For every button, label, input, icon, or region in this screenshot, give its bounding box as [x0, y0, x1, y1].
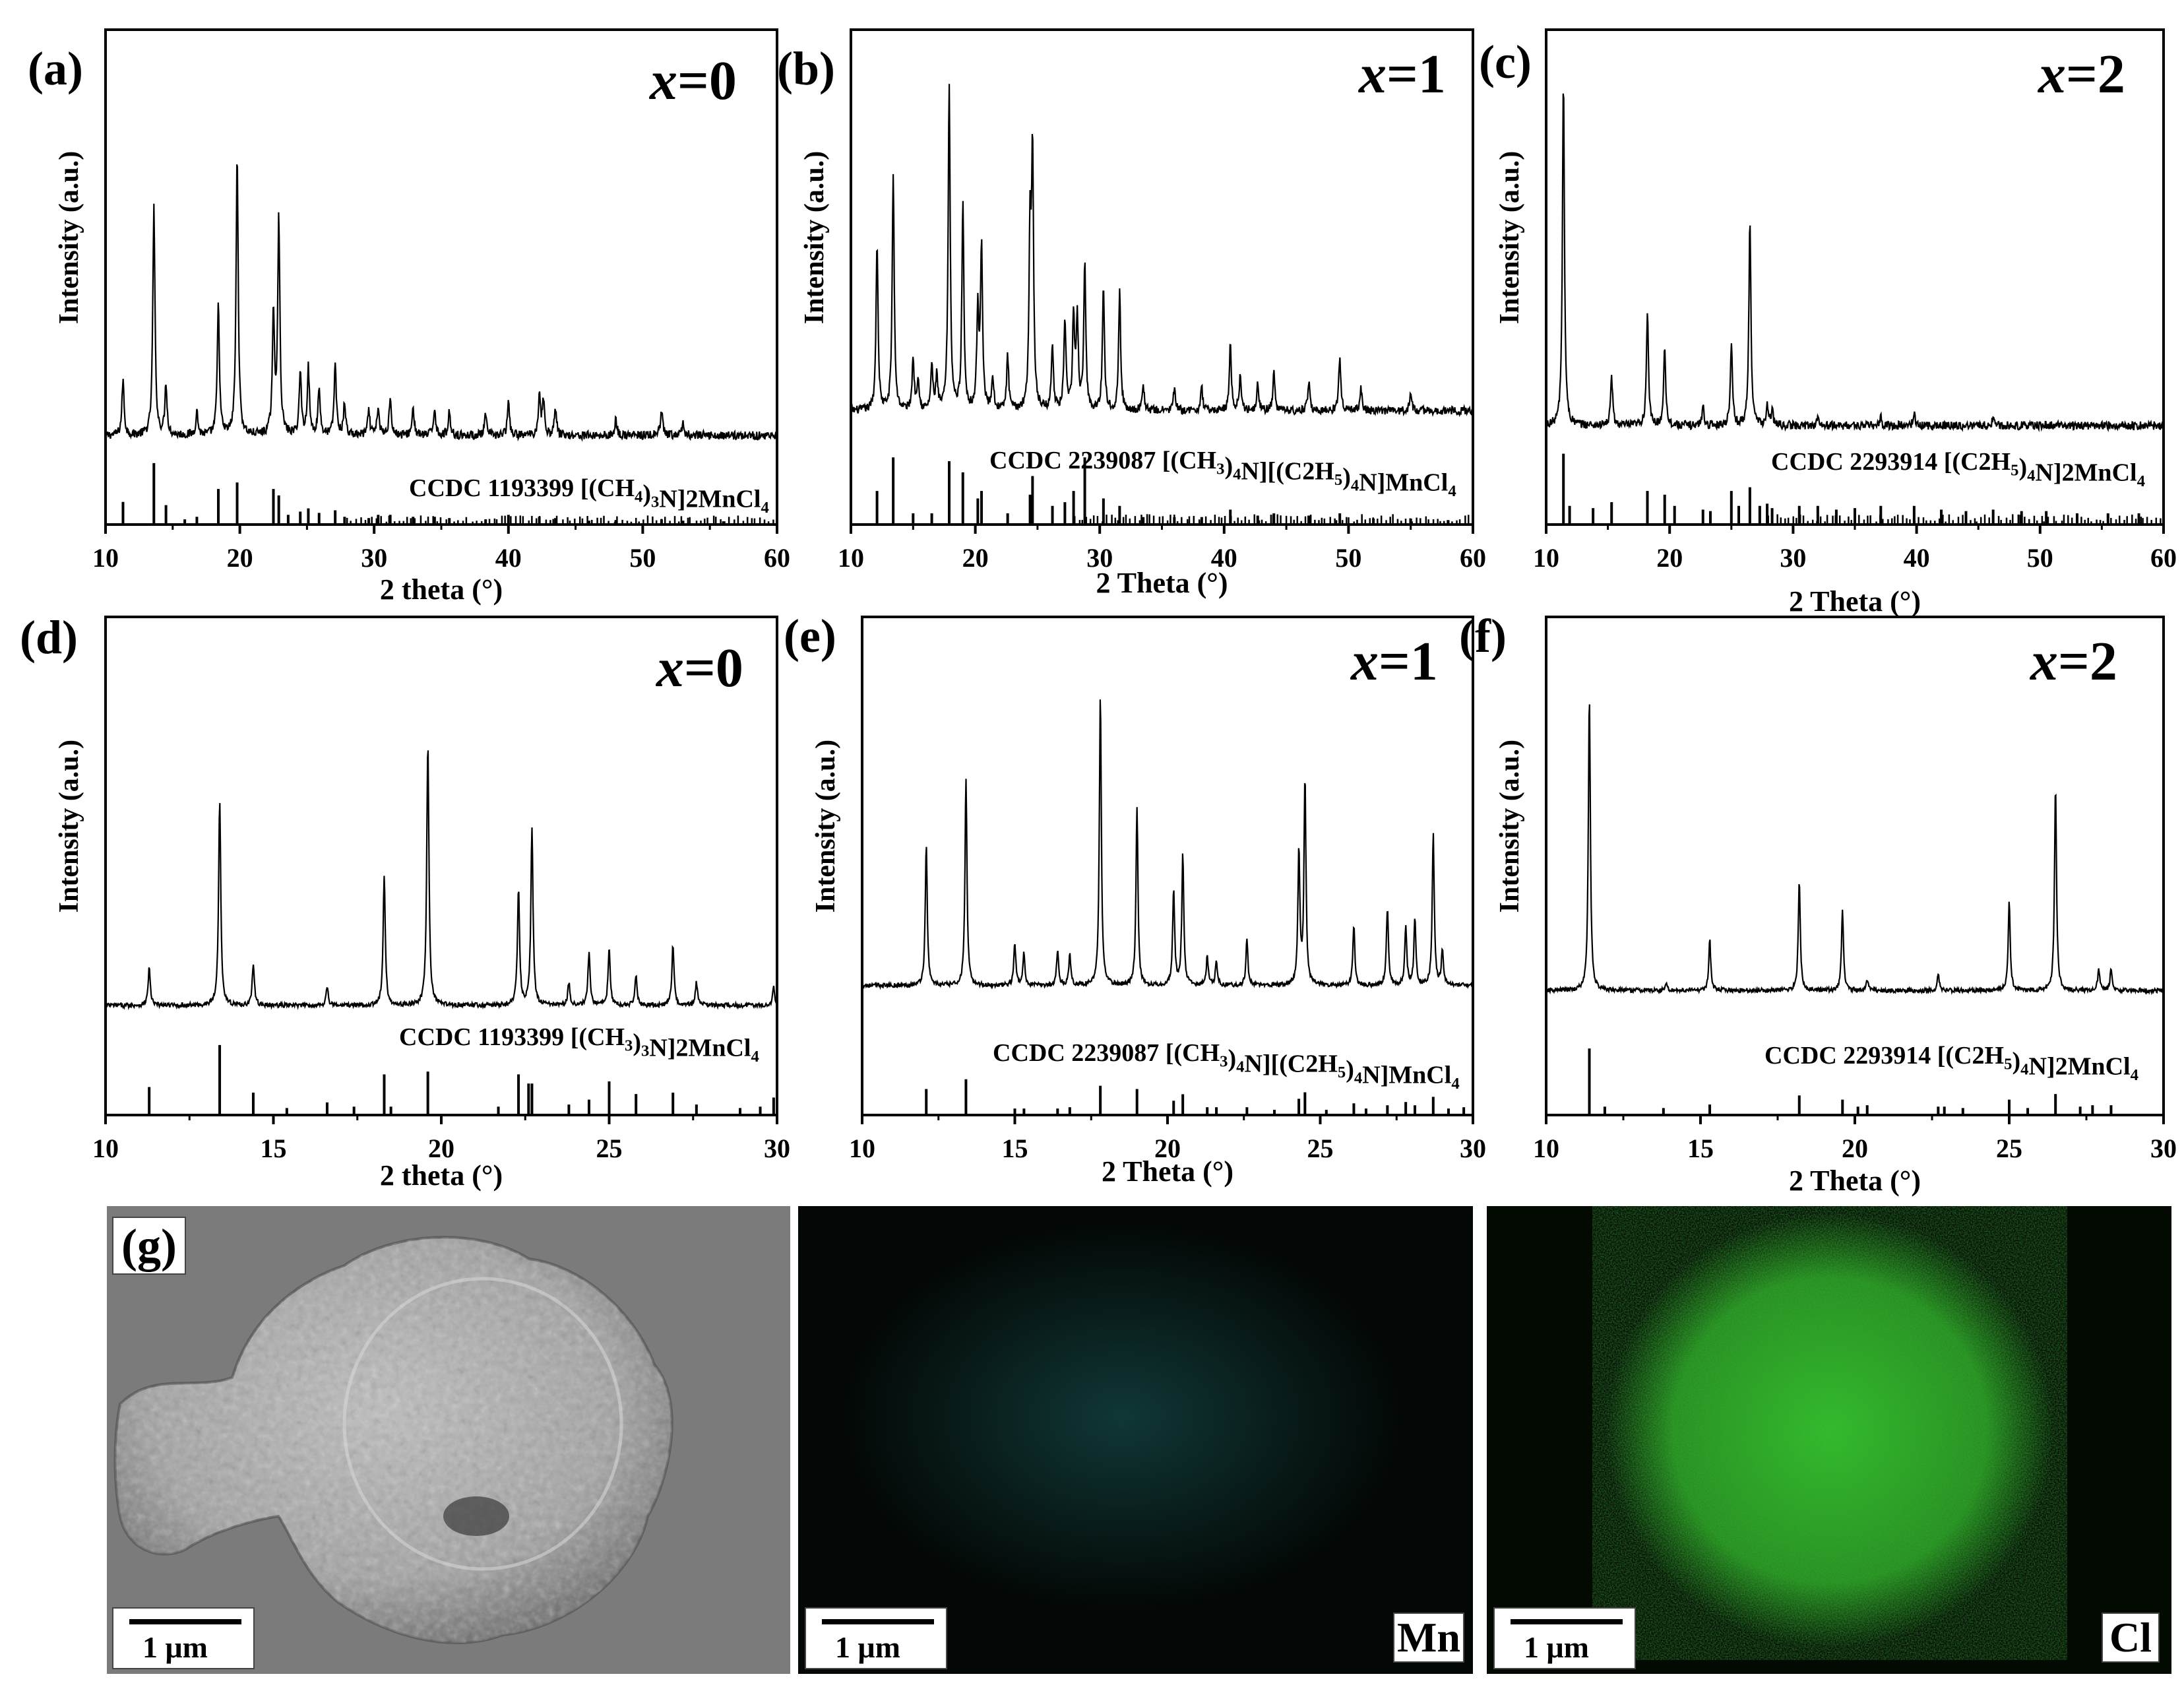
reference-label: CCDC 1193399 [(CH3)3N]2MnCl4	[399, 1023, 759, 1066]
cl-map-panel: 1 μm Cl	[1487, 1206, 2171, 1674]
x-axis-label: 2 Theta (°)	[1096, 567, 1228, 599]
xrd-panel-d: 10 15 20 25 30 2 theta (°) Intensity (a.u.) (d)…	[20, 611, 790, 1192]
element-label-cl: Cl	[2102, 1613, 2160, 1663]
x-tick-label: 30	[2150, 1134, 2177, 1163]
xrd-panel-c: 10 20 30 40 50 60 2 Theta (°) Intensity (a.u.) (…	[1479, 28, 2177, 618]
x-axis-label: 2 Theta (°)	[1789, 1165, 1921, 1197]
x-tick-label: 15	[261, 1134, 287, 1163]
x-tick-label: 60	[764, 543, 790, 573]
particle	[113, 1236, 673, 1644]
panel-label: (d)	[20, 611, 78, 664]
panel-label: (c)	[1479, 36, 1532, 88]
x-tick-label: 30	[1460, 1134, 1486, 1163]
composition-annotation: x=2	[2037, 44, 2125, 105]
y-axis-label: Intensity (a.u.)	[54, 151, 84, 325]
x-tick-label: 10	[92, 543, 119, 573]
scale-bar-label: 1 μm	[142, 1630, 208, 1664]
panel-label: (f)	[1459, 610, 1507, 662]
x-tick-label: 10	[92, 1134, 119, 1163]
x-tick-label: 50	[1335, 543, 1361, 573]
measured-pattern	[850, 84, 1474, 418]
composition-annotation: x=1	[1357, 44, 1446, 105]
x-tick-label: 30	[1780, 543, 1806, 573]
y-axis-label: Intensity (a.u.)	[1495, 151, 1525, 325]
measured-pattern	[104, 750, 778, 1011]
measured-pattern	[861, 699, 1474, 990]
x-tick-label: 10	[1533, 1134, 1559, 1163]
x-axis-label: 2 theta (°)	[380, 573, 503, 606]
x-tick-label: 60	[1460, 543, 1486, 573]
scale-bar-label: 1 μm	[1524, 1630, 1589, 1664]
reference-label: CCDC 2293914 [(C2H5)4N]2MnCl4	[1771, 448, 2145, 490]
x-tick-label: 40	[495, 543, 522, 573]
x-tick-label: 25	[596, 1134, 623, 1163]
xrd-panel-a: 10 20 30 40 50 60 2 theta (°) Intensity (a.u.) (…	[28, 28, 790, 606]
xrd-panel-f: 10 15 20 25 30 2 Theta (°) Intensity (a.u.) (f)…	[1459, 610, 2177, 1197]
x-tick-label: 10	[1533, 543, 1559, 573]
panel-label: (a)	[28, 42, 83, 95]
x-tick-label: 10	[849, 1134, 875, 1163]
measured-pattern	[104, 164, 778, 442]
scale-bar-cl: 1 μm	[1493, 1607, 1636, 1669]
panel-label: (e)	[784, 610, 836, 662]
x-tick-label: 50	[629, 543, 656, 573]
x-tick-label: 30	[361, 543, 387, 573]
x-tick-label: 40	[1904, 543, 1930, 573]
sem-image-panel: (g) 1 μm	[107, 1206, 790, 1674]
xrd-panel-b: 10 20 30 40 50 60 2 Theta (°) Intensity (a.u.) (…	[777, 28, 1486, 599]
reference-label: CCDC 2239087 [(CH3)4N][(C2H5)4N]MnCl4	[989, 447, 1456, 500]
reference-label: CCDC 2239087 [(CH3)4N][(C2H5)4N]MnCl4	[993, 1039, 1460, 1093]
reference-label: CCDC 1193399 [(CH4)3N]2MnCl4	[409, 474, 769, 517]
y-axis-label: Intensity (a.u.)	[799, 151, 830, 325]
scale-bar-g: 1 μm	[112, 1607, 255, 1669]
x-tick-label: 20	[1656, 543, 1683, 573]
x-tick-label: 40	[1211, 543, 1237, 573]
element-label-mn: Mn	[1393, 1613, 1464, 1663]
scale-bar-line	[129, 1619, 241, 1624]
mn-map-panel: 1 μm Mn	[798, 1206, 1473, 1674]
y-axis-label: Intensity (a.u.)	[1495, 740, 1525, 913]
x-tick-label: 30	[764, 1134, 790, 1163]
x-axis-label: 2 Theta (°)	[1102, 1155, 1233, 1188]
y-axis-label: Intensity (a.u.)	[54, 740, 84, 913]
x-tick-label: 25	[1307, 1134, 1334, 1163]
x-tick-label: 20	[428, 1134, 454, 1163]
scale-bar-mn: 1 μm	[805, 1607, 947, 1669]
x-tick-label: 20	[1842, 1134, 1868, 1163]
x-tick-label: 30	[1086, 543, 1113, 573]
scale-bar-label: 1 μm	[835, 1630, 900, 1664]
x-tick-label: 60	[2150, 543, 2177, 573]
panel-label-g: (g)	[112, 1217, 186, 1275]
x-axis-label: 2 Theta (°)	[1789, 585, 1921, 618]
x-tick-label: 10	[838, 543, 864, 573]
sem-image	[107, 1206, 790, 1674]
scale-bar-line	[1511, 1619, 1623, 1624]
x-tick-label: 20	[227, 543, 253, 573]
xrd-panel-e: 10 15 20 25 30 2 Theta (°) Intensity (a.u.) (e)…	[784, 610, 1486, 1188]
x-tick-label: 15	[1002, 1134, 1028, 1163]
composition-annotation: x=0	[648, 50, 737, 112]
composition-annotation: x=0	[655, 637, 743, 699]
y-axis-label: Intensity (a.u.)	[811, 740, 841, 913]
scale-bar-line	[822, 1619, 934, 1624]
composition-annotation: x=2	[2029, 631, 2117, 692]
x-tick-label: 25	[1996, 1134, 2022, 1163]
x-tick-label: 20	[1154, 1134, 1181, 1163]
cl-elemental-map	[1487, 1206, 2171, 1674]
composition-annotation: x=1	[1350, 631, 1438, 692]
x-axis-label: 2 theta (°)	[380, 1159, 503, 1192]
measured-pattern	[1545, 93, 2164, 433]
x-tick-label: 50	[2027, 543, 2053, 573]
measured-pattern	[1545, 704, 2165, 996]
reference-label: CCDC 2293914 [(C2H5)4N]2MnCl4	[1764, 1042, 2138, 1084]
x-tick-label: 15	[1687, 1134, 1714, 1163]
x-tick-label: 20	[962, 543, 989, 573]
panel-label: (b)	[777, 42, 835, 95]
xrd-figure: 10 20 30 40 50 60 2 theta (°) Intensity (a.u.) (…	[20, 28, 2177, 1197]
mn-elemental-map	[798, 1206, 1473, 1674]
